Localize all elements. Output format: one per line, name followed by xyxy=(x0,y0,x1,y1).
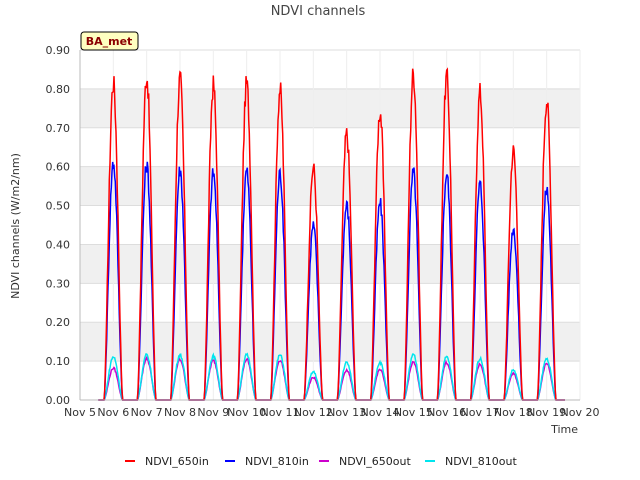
x-tick-label: Nov 20 xyxy=(561,406,600,419)
legend-label-ndvi_650in: NDVI_650in xyxy=(145,455,209,468)
x-tick-label: Nov 12 xyxy=(294,406,333,419)
x-tick-label: Nov 16 xyxy=(427,406,466,419)
x-tick-label: Nov 11 xyxy=(261,406,300,419)
x-tick-label: Nov 18 xyxy=(494,406,533,419)
background-band xyxy=(80,166,580,206)
background-band xyxy=(80,244,580,284)
legend-label-ndvi_810out: NDVI_810out xyxy=(445,455,517,468)
x-tick-label: Nov 5 xyxy=(64,406,96,419)
y-tick-label: 0.20 xyxy=(46,316,71,329)
x-tick-label: Nov 9 xyxy=(197,406,229,419)
legend: NDVI_650in NDVI_810in NDVI_650out NDVI_810o… xyxy=(125,455,517,468)
background-band xyxy=(80,322,580,362)
y-axis-title: NDVI channels (W/m2/nm) xyxy=(9,153,22,299)
x-tick-label: Nov 15 xyxy=(394,406,433,419)
y-axis-ticks: 0.00 0.10 0.20 0.30 0.40 0.50 0.60 0.70 0.80 0.90 xyxy=(46,44,71,407)
y-tick-label: 0.80 xyxy=(46,83,71,96)
background-band xyxy=(80,88,580,128)
y-tick-label: 0.00 xyxy=(46,394,71,407)
legend-label-ndvi_650out: NDVI_650out xyxy=(339,455,411,468)
x-tick-label: Nov 14 xyxy=(361,406,400,419)
y-tick-label: 0.10 xyxy=(46,355,71,368)
y-tick-label: 0.40 xyxy=(46,238,71,251)
x-tick-label: Nov 10 xyxy=(227,406,266,419)
y-tick-label: 0.90 xyxy=(46,44,71,57)
legend-label-ndvi_810in: NDVI_810in xyxy=(245,455,309,468)
x-tick-label: Nov 19 xyxy=(527,406,566,419)
x-tick-label: Nov 6 xyxy=(97,406,129,419)
x-axis-title: Time xyxy=(550,423,578,436)
site-badge: BA_met xyxy=(80,31,139,51)
plot-background xyxy=(80,50,580,400)
y-tick-label: 0.50 xyxy=(46,200,71,213)
y-tick-label: 0.70 xyxy=(46,122,71,135)
y-tick-label: 0.60 xyxy=(46,161,71,174)
x-tick-label: Nov 13 xyxy=(327,406,366,419)
x-tick-label: Nov 7 xyxy=(131,406,163,419)
x-tick-label: Nov 8 xyxy=(164,406,196,419)
x-tick-label: Nov 17 xyxy=(461,406,500,419)
axes xyxy=(79,50,580,401)
chart-title: NDVI channels xyxy=(271,4,366,19)
y-tick-label: 0.30 xyxy=(46,277,71,290)
site-badge-label: BA_met xyxy=(86,35,133,48)
grid-lines xyxy=(79,49,581,401)
